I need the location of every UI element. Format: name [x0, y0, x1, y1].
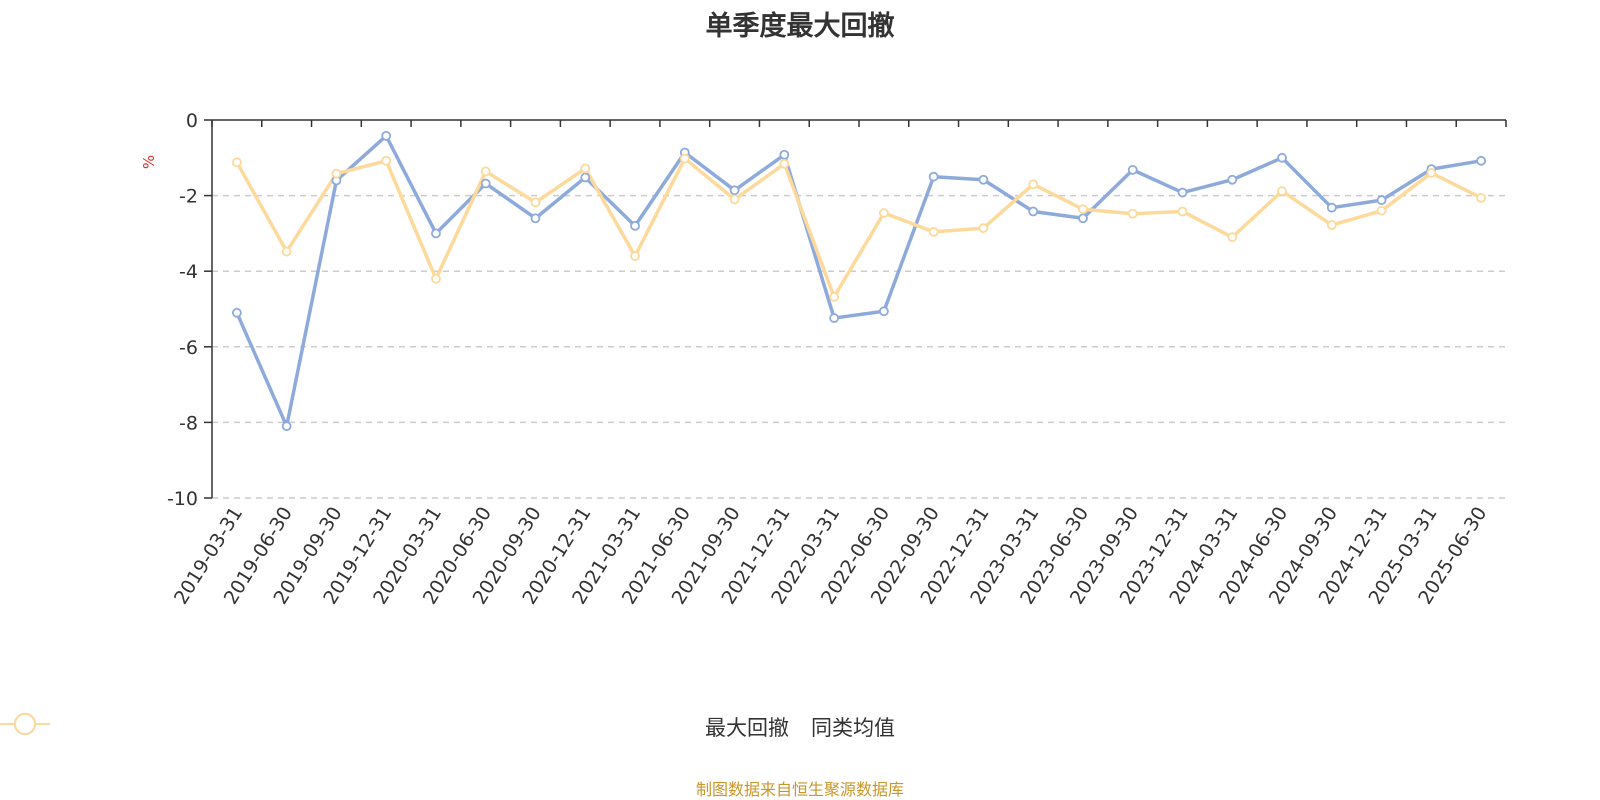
- y-tick-label: -6: [179, 337, 198, 359]
- data-point-0[interactable]: [480, 178, 491, 189]
- data-point-1[interactable]: [331, 168, 342, 179]
- data-point-1[interactable]: [878, 208, 889, 218]
- data-point-0[interactable]: [1078, 213, 1088, 224]
- data-point-0[interactable]: [630, 220, 640, 231]
- data-point-0[interactable]: [729, 185, 740, 196]
- data-point-1[interactable]: [1326, 220, 1337, 230]
- y-tick-label: -2: [179, 186, 198, 208]
- legend-item-drawdown[interactable]: 最大回撤: [0, 712, 789, 742]
- data-point-0[interactable]: [1376, 195, 1387, 206]
- y-axis-unit: %: [140, 155, 158, 169]
- data-point-1[interactable]: [231, 157, 242, 168]
- data-point-0[interactable]: [231, 307, 242, 318]
- data-point-0[interactable]: [431, 228, 441, 239]
- data-point-0[interactable]: [1277, 152, 1287, 163]
- data-point-1[interactable]: [630, 251, 640, 261]
- data-point-0[interactable]: [1177, 187, 1188, 198]
- data-point-1[interactable]: [729, 194, 740, 205]
- data-point-1[interactable]: [1177, 206, 1188, 217]
- data-point-0[interactable]: [1476, 155, 1487, 166]
- data-point-0[interactable]: [281, 421, 292, 432]
- data-point-0[interactable]: [530, 213, 541, 224]
- data-point-0[interactable]: [878, 306, 889, 317]
- data-point-1[interactable]: [1127, 208, 1138, 219]
- y-tick-label: -4: [179, 261, 198, 283]
- series-line-1: [235, 156, 1482, 299]
- data-point-0[interactable]: [1227, 174, 1238, 185]
- data-point-0[interactable]: [1028, 206, 1039, 217]
- data-point-1[interactable]: [281, 246, 292, 257]
- data-point-1[interactable]: [928, 226, 939, 237]
- data-point-1[interactable]: [480, 166, 491, 177]
- source-note: 制图数据来自恒生聚源数据库: [695, 780, 904, 799]
- data-point-1[interactable]: [679, 153, 690, 164]
- data-point-1[interactable]: [1376, 205, 1387, 216]
- data-point-1[interactable]: [1028, 179, 1039, 190]
- data-point-0[interactable]: [978, 174, 989, 185]
- data-point-1[interactable]: [381, 155, 392, 166]
- data-point-1[interactable]: [1476, 192, 1487, 203]
- y-tick-label: -8: [179, 412, 198, 434]
- data-point-0[interactable]: [829, 313, 840, 323]
- legend-label-peer-average: 同类均值: [811, 716, 895, 740]
- data-point-1[interactable]: [580, 163, 591, 174]
- data-point-0[interactable]: [381, 130, 392, 141]
- y-tick-label: 0: [186, 110, 198, 132]
- legend: 最大回撤 同类均值: [0, 712, 1600, 742]
- data-point-1[interactable]: [829, 292, 840, 302]
- data-point-0[interactable]: [580, 172, 591, 183]
- data-point-0[interactable]: [928, 171, 939, 182]
- data-point-1[interactable]: [431, 273, 441, 284]
- data-point-1[interactable]: [530, 197, 541, 208]
- data-point-1[interactable]: [978, 223, 989, 234]
- data-point-1[interactable]: [1426, 168, 1437, 178]
- data-point-0[interactable]: [779, 149, 790, 160]
- chart-title: 单季度最大回撤: [705, 11, 895, 42]
- data-point-0[interactable]: [1127, 164, 1138, 175]
- y-tick-label: -10: [167, 488, 198, 510]
- data-point-1[interactable]: [1078, 204, 1088, 215]
- legend-item-peer-average[interactable]: 同类均值: [0, 712, 895, 742]
- data-point-1[interactable]: [1277, 186, 1287, 196]
- line-chart: % 0-2-4-6-8-102019-03-312019-06-302019-0…: [140, 110, 1507, 608]
- data-point-1[interactable]: [779, 158, 790, 169]
- legend-label-drawdown: 最大回撤: [705, 716, 789, 740]
- data-point-1[interactable]: [1227, 232, 1238, 243]
- series-line-0: [235, 134, 1482, 428]
- legend-line-circle-icon: [0, 713, 50, 735]
- data-point-0[interactable]: [1326, 202, 1337, 213]
